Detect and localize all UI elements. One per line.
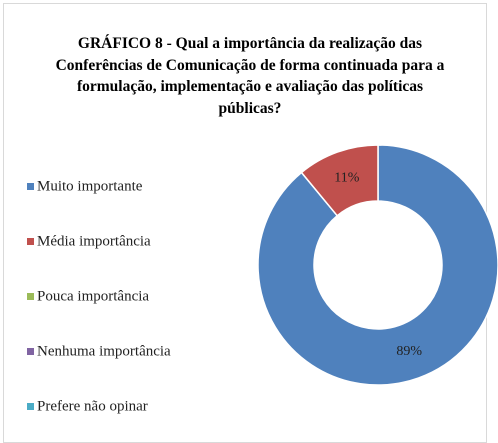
legend-label: Pouca importância: [37, 288, 149, 304]
legend-swatch: [27, 348, 34, 355]
legend-swatch: [27, 183, 34, 190]
data-label: 11%: [334, 171, 359, 186]
legend-swatch: [27, 293, 34, 300]
legend-label: Prefere não opinar: [37, 398, 148, 414]
legend-label: Média importância: [37, 233, 151, 249]
donut-slice: [300, 144, 379, 217]
chart-title: GRÁFICO 8 - Qual a importância da realiz…: [55, 35, 445, 117]
legend-label: Nenhuma importância: [37, 343, 171, 359]
legend-swatch: [27, 403, 34, 410]
data-label: 89%: [396, 344, 422, 359]
legend-swatch: [27, 238, 34, 245]
legend-label: Muito importante: [37, 178, 143, 194]
